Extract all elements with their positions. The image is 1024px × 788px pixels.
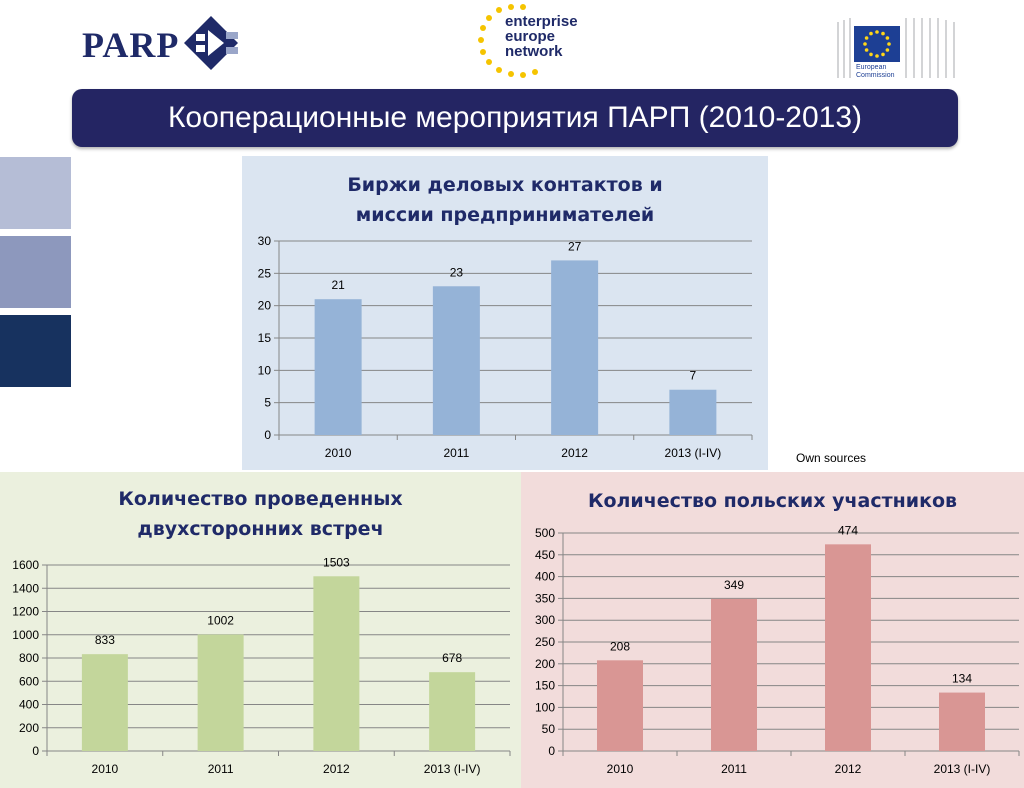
x-tick-label: 2010	[607, 762, 634, 776]
een-stars-icon	[478, 4, 538, 78]
chart-title-line-1: Биржи деловых контактов и	[347, 174, 663, 196]
chart-panel-business-contacts: Биржи деловых контактов и миссии предпри…	[242, 156, 768, 470]
x-tick-label: 2013 (I-IV)	[424, 762, 481, 776]
x-tick-label: 2013 (I-IV)	[934, 762, 991, 776]
decor-square-medium	[0, 236, 71, 308]
bar-chart-bilateral-meetings: 0 200 400 600 800 1000 1200 1400 1600 833 2010 1002…	[12, 555, 511, 776]
y-tick-label: 1000	[12, 628, 39, 642]
ec-logo-text: European Commission	[856, 64, 895, 80]
data-label: 134	[952, 672, 972, 686]
bar	[825, 544, 871, 751]
data-label: 678	[442, 651, 462, 665]
bar	[711, 598, 757, 751]
y-tick-label: 5	[264, 396, 271, 410]
x-tick-label: 2011	[721, 762, 747, 776]
bar	[939, 692, 985, 751]
x-tick-label: 2010	[325, 446, 352, 460]
y-tick-label: 150	[535, 679, 555, 693]
y-tick-label: 250	[535, 635, 555, 649]
bar	[551, 260, 599, 435]
een-line-1: enterprise	[505, 13, 578, 30]
bar	[429, 672, 476, 751]
een-logo-text: enterprise europe network	[505, 14, 578, 59]
ec-building-icon	[837, 18, 955, 78]
x-tick-label: 2012	[323, 762, 350, 776]
y-tick-label: 0	[264, 428, 271, 442]
source-note: Own sources	[796, 451, 867, 465]
chart-title-line-2: миссии предпринимателей	[355, 204, 655, 226]
x-tick-label: 2010	[92, 762, 119, 776]
y-tick-label: 500	[535, 526, 555, 540]
y-tick-label: 15	[258, 331, 272, 345]
chart-title-line-2: двухсторонних встреч	[137, 518, 384, 540]
y-tick-label: 25	[258, 266, 272, 280]
x-tick-label: 2011	[443, 446, 469, 460]
decor-square-dark	[0, 315, 71, 387]
bar	[197, 634, 244, 751]
parp-arrows-icon	[184, 16, 238, 70]
ec-line-1: European	[856, 64, 887, 71]
bar	[669, 389, 717, 435]
y-tick-label: 800	[19, 651, 39, 665]
data-label: 208	[610, 639, 630, 653]
eu-flag-icon	[854, 26, 900, 62]
x-tick-label: 2013 (I-IV)	[665, 446, 722, 460]
chart-title-line-1: Количество проведенных	[118, 488, 403, 510]
page-title: Кооперационные мероприятия ПАРП (2010-20…	[167, 101, 863, 134]
y-tick-label: 400	[535, 570, 555, 584]
y-tick-label: 400	[19, 698, 39, 712]
data-label: 23	[450, 265, 464, 279]
data-label: 1503	[323, 555, 350, 569]
y-tick-label: 20	[258, 299, 272, 313]
chart-title: Количество проведенных двухсторонних вст…	[0, 484, 521, 544]
y-tick-label: 1600	[12, 558, 39, 572]
y-tick-label: 450	[535, 548, 555, 562]
y-tick-label: 200	[535, 657, 555, 671]
x-tick-label: 2012	[561, 446, 588, 460]
parp-logo-text: PARP	[82, 25, 180, 65]
bar	[81, 654, 128, 751]
bar	[314, 299, 362, 435]
x-tick-label: 2012	[835, 762, 862, 776]
data-label: 7	[690, 369, 697, 383]
bar	[313, 576, 360, 751]
y-tick-label: 100	[535, 700, 555, 714]
bar-chart-polish-participants: 0 50 100 150 200 250 300 350 400 450 500 208 2010 349…	[535, 523, 1020, 776]
data-label: 27	[568, 239, 582, 253]
data-label: 349	[724, 578, 744, 592]
decor-square-light	[0, 157, 71, 229]
data-label: 833	[95, 633, 115, 647]
bar	[432, 286, 480, 435]
data-label: 474	[838, 523, 858, 537]
chart-title: Биржи деловых контактов и миссии предпри…	[242, 170, 768, 230]
y-tick-label: 1200	[12, 605, 39, 619]
een-logo: enterprise europe network	[475, 4, 578, 82]
y-tick-label: 1400	[12, 581, 39, 595]
y-tick-label: 50	[542, 722, 556, 736]
y-tick-label: 0	[548, 744, 555, 758]
parp-logo: PARP	[82, 14, 242, 72]
y-tick-label: 30	[258, 234, 272, 248]
data-label: 1002	[207, 614, 234, 628]
bar	[597, 660, 643, 751]
ec-line-2: Commission	[856, 72, 895, 79]
title-banner: Кооперационные мероприятия ПАРП (2010-20…	[72, 89, 958, 147]
data-label: 21	[331, 278, 345, 292]
bar-chart-business-contacts: 0 5 10 15 20 25 30 21 2010 23 2011 27 2012 7 2013 (I-I…	[258, 234, 753, 460]
chart-title-line-1: Количество польских участников	[587, 490, 958, 512]
y-tick-label: 300	[535, 613, 555, 627]
chart-panel-polish-participants: Количество польских участников 0 50 100 150…	[521, 472, 1024, 788]
chart-title: Количество польских участников	[521, 486, 1024, 516]
x-tick-label: 2011	[208, 762, 234, 776]
european-commission-logo: European Commission	[836, 16, 958, 80]
een-line-3: network	[505, 43, 563, 60]
y-tick-label: 600	[19, 674, 39, 688]
y-tick-label: 10	[258, 363, 272, 377]
y-tick-label: 350	[535, 591, 555, 605]
y-tick-label: 0	[32, 744, 39, 758]
een-line-2: europe	[505, 28, 556, 45]
chart-panel-bilateral-meetings: Количество проведенных двухсторонних вст…	[0, 472, 521, 788]
y-tick-label: 200	[19, 721, 39, 735]
